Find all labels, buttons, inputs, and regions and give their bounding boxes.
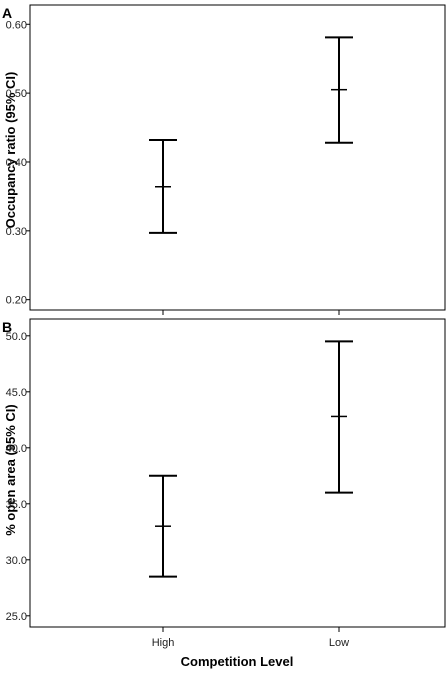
error-bar-low bbox=[325, 340, 353, 494]
y-tick-label: 0.20 bbox=[6, 295, 27, 307]
panel-a-plot-frame bbox=[29, 4, 446, 311]
panel-b-error-bars bbox=[149, 340, 353, 578]
y-tick-label: 40.0 bbox=[6, 443, 27, 455]
y-tick-label: 25.0 bbox=[6, 611, 27, 623]
y-tick-label: 35.0 bbox=[6, 499, 27, 511]
panel-b-x-axis: High Low bbox=[152, 627, 349, 649]
panel-a-x-axis bbox=[162, 310, 340, 315]
panel-a-occupancy: A Occupancy ratio (95% CI) 0.200.300.400… bbox=[2, 4, 446, 315]
y-tick-label: 50.0 bbox=[6, 331, 27, 343]
y-tick-label: 0.40 bbox=[6, 157, 27, 169]
y-tick-label: 0.30 bbox=[6, 226, 27, 238]
panel-b-label: B bbox=[2, 319, 12, 335]
x-tick-label: High bbox=[152, 637, 175, 649]
panel-a-y-axis: 0.20 0.30 0.40 0.50 0.60 bbox=[6, 19, 30, 307]
x-tick-label: Low bbox=[329, 637, 349, 649]
y-tick-label: 0.50 bbox=[6, 88, 27, 100]
error-bar-low bbox=[325, 36, 353, 144]
panel-b-plot-frame bbox=[29, 318, 446, 628]
y-tick-label: 45.0 bbox=[6, 387, 27, 399]
x-axis-title: Competition Level bbox=[181, 654, 294, 669]
panel-b-open-area: B % open area (95% CI) 25.0 30.0 35.0 40.0 4… bbox=[2, 318, 446, 669]
y-tick-label: 30.0 bbox=[6, 555, 27, 567]
panel-b-y-axis-title: % open area (95% CI) bbox=[3, 404, 18, 536]
panel-a-label: A bbox=[2, 5, 12, 21]
panel-b-y-axis: 25.0 30.0 35.0 40.0 45.0 50.0 bbox=[6, 331, 30, 623]
y-tick-label: 0.60 bbox=[6, 19, 27, 31]
error-bar-high bbox=[149, 474, 177, 578]
error-bar-high bbox=[149, 138, 177, 234]
panel-a-error-bars bbox=[149, 36, 353, 234]
panel-a-y-axis-title: Occupancy ratio (95% CI) bbox=[3, 72, 18, 229]
